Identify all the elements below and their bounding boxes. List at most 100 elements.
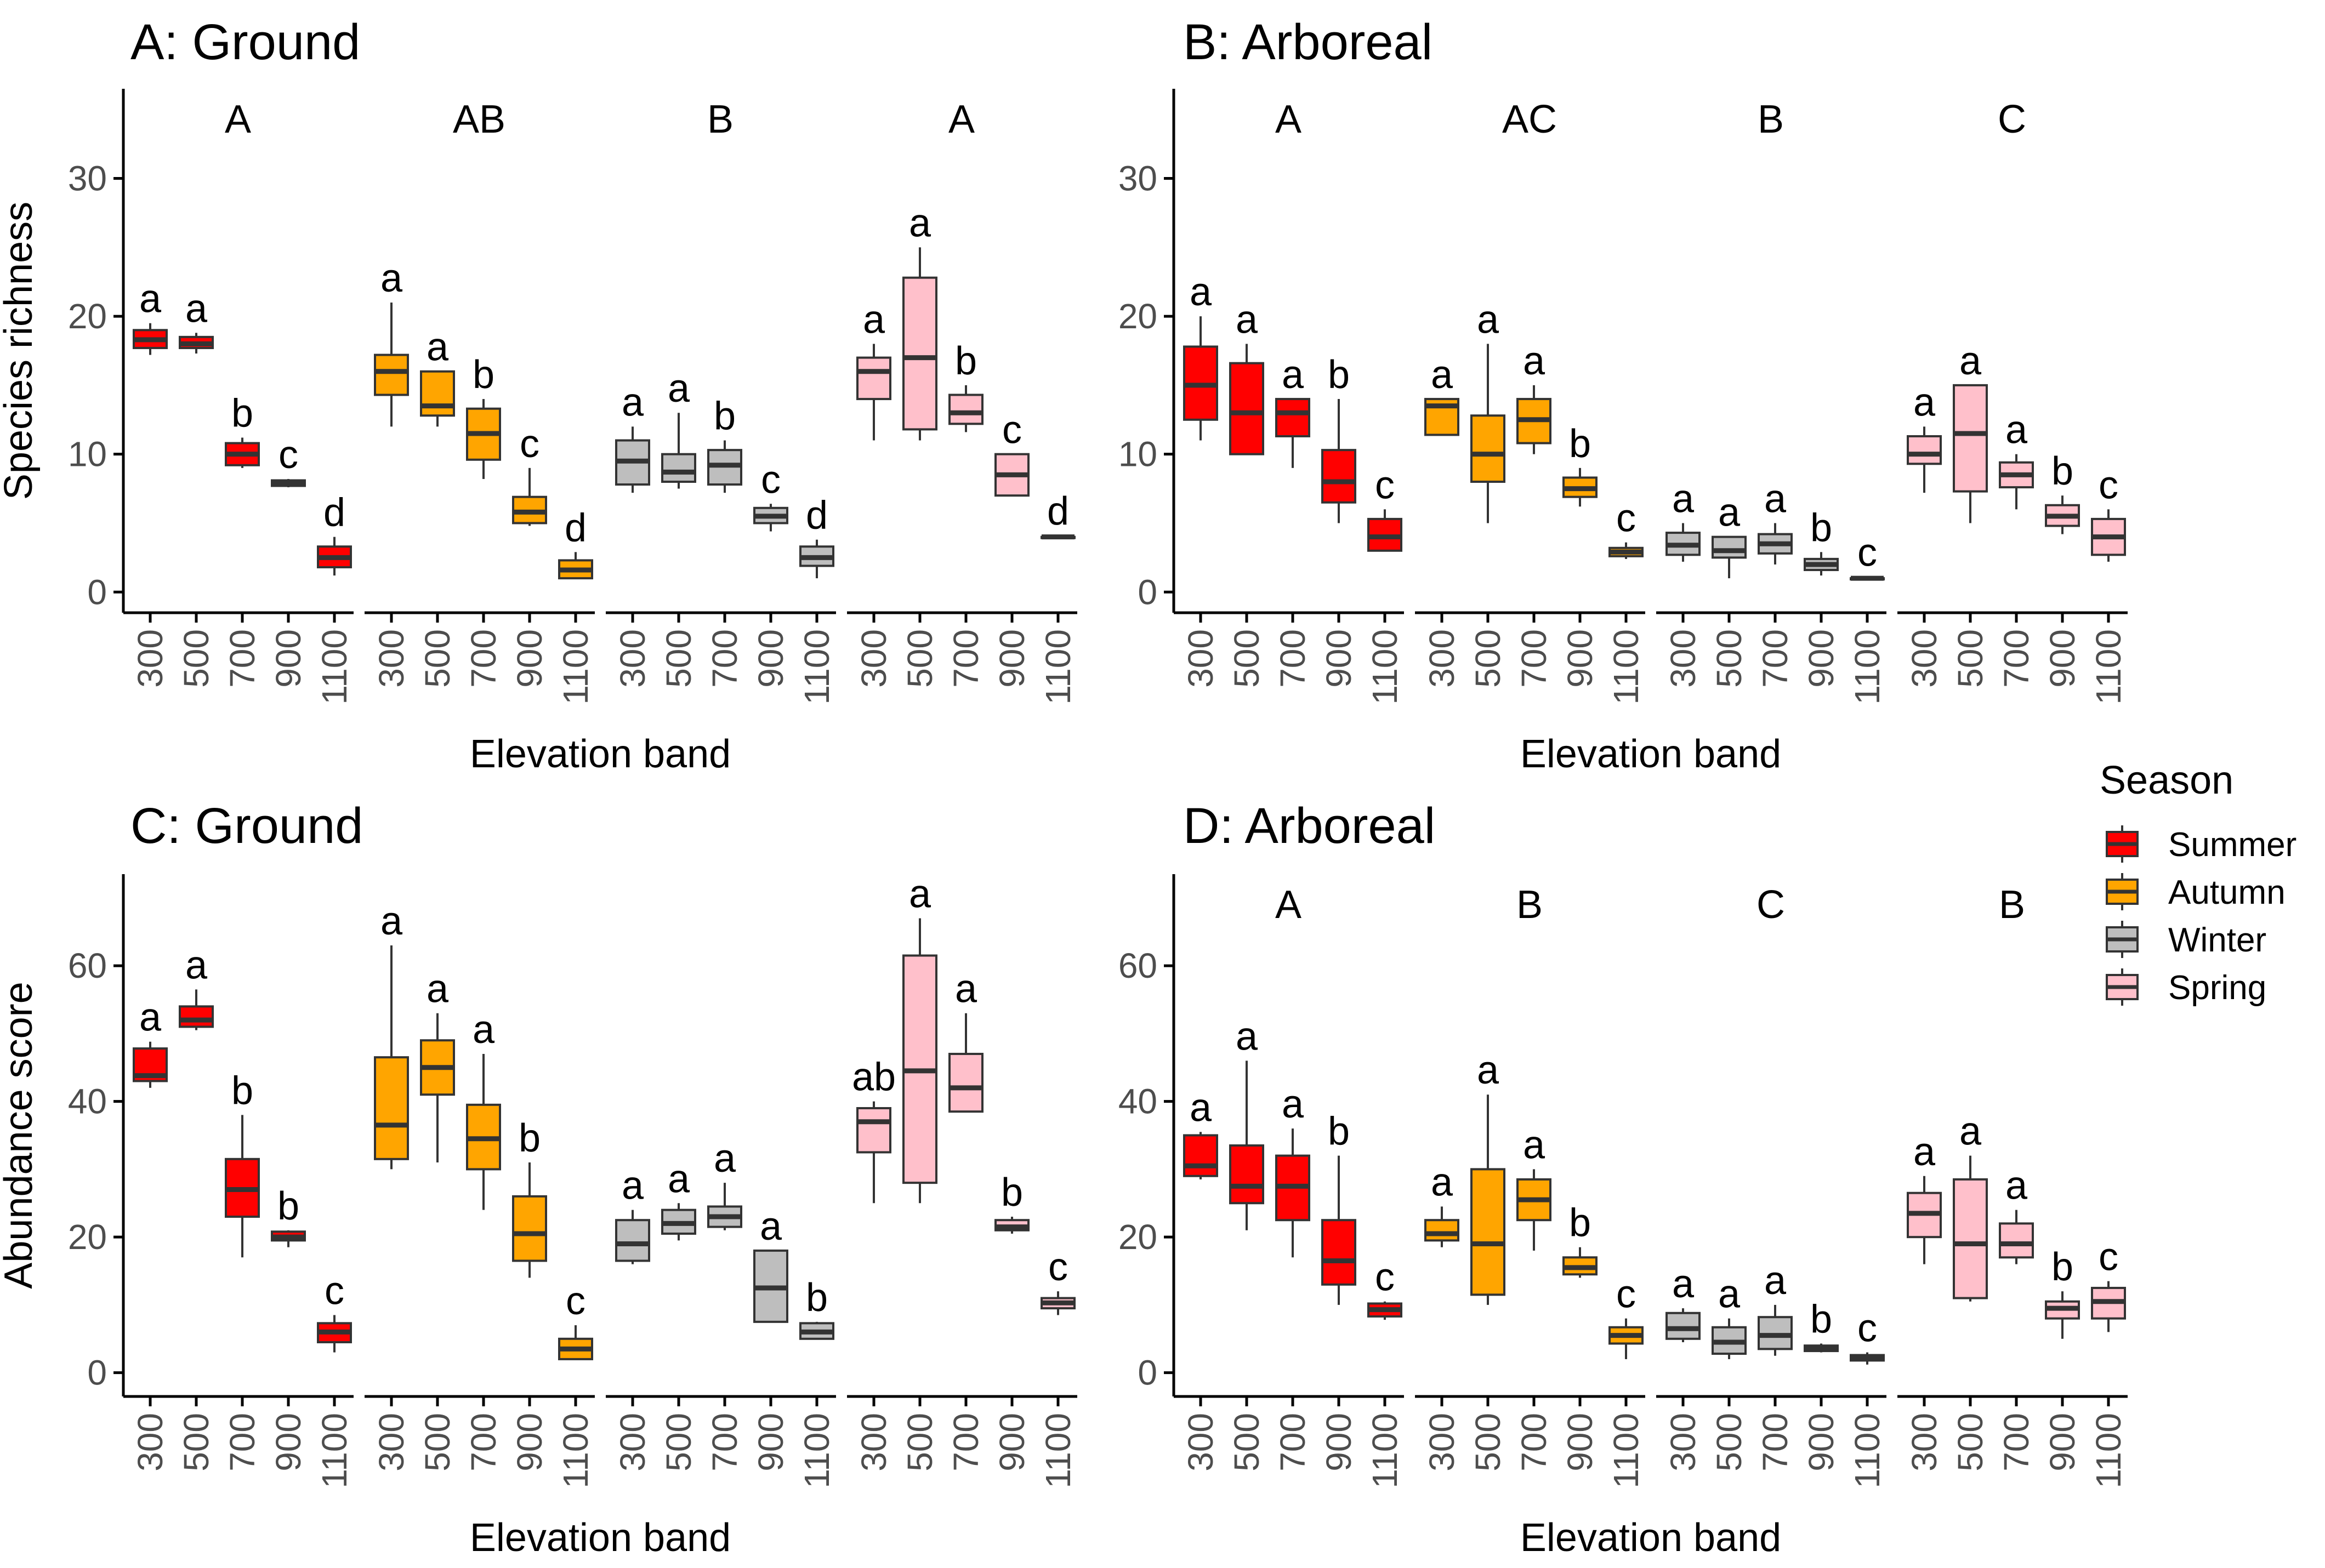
significance-letter: c xyxy=(520,422,539,466)
significance-letter: c xyxy=(1857,531,1877,575)
box-700: 700 a xyxy=(1273,353,1312,688)
x-tick-label: 1100 xyxy=(315,1413,354,1489)
significance-letter: c xyxy=(1375,1256,1395,1299)
facet-winter: B 300 a 500 a 700 a 900 b 1100 c xyxy=(1656,98,1887,705)
box-700: 700 a xyxy=(705,1137,744,1472)
x-tick-label: 500 xyxy=(659,1413,698,1472)
facet-group-letter: B xyxy=(1758,98,1784,141)
x-tick-label: 300 xyxy=(1422,629,1462,688)
facet-autumn: 300 a 500 a 700 a 900 b 1100 c xyxy=(365,899,595,1489)
x-tick-label: 900 xyxy=(1319,1413,1358,1472)
box-300: 300 a xyxy=(1422,353,1462,688)
panel-title: D: Arboreal xyxy=(1183,798,1435,854)
box-body xyxy=(1470,414,1505,483)
y-tick-label: 10 xyxy=(1118,435,1157,474)
x-tick-label: 300 xyxy=(1422,1413,1462,1472)
box-body xyxy=(1321,449,1356,504)
x-axis-title: Elevation band xyxy=(470,1516,731,1560)
x-tick-label: 700 xyxy=(1514,1413,1554,1472)
box-body xyxy=(856,356,891,401)
facet-autumn: AC 300 a 500 a 700 a 900 b 1100 c xyxy=(1415,98,1646,705)
significance-letter: a xyxy=(760,1205,782,1248)
box-500: 500 a xyxy=(1468,298,1508,687)
y-tick-label: 20 xyxy=(1118,1217,1157,1257)
box-300: 300 a xyxy=(1663,477,1703,687)
box-700: 700 b xyxy=(223,391,262,687)
x-tick-label: 900 xyxy=(1560,1413,1600,1472)
facet-summer: A 300 a 500 a 700 b 900 c 1100 d xyxy=(123,98,354,705)
legend-label: Spring xyxy=(2168,969,2266,1007)
facet-spring: 300 ab 500 a 700 a 900 b 1100 c xyxy=(847,872,1078,1489)
x-tick-label: 500 xyxy=(1709,629,1749,688)
y-tick-label: 0 xyxy=(87,1353,107,1393)
x-tick-label: 300 xyxy=(1181,1413,1220,1472)
box-body xyxy=(374,353,409,396)
x-tick-label: 300 xyxy=(372,1413,411,1472)
box-900: 900 b xyxy=(992,1171,1032,1472)
significance-letter: c xyxy=(1375,463,1395,507)
box-300: 300 a xyxy=(372,256,411,688)
box-body xyxy=(902,276,937,431)
significance-letter: b xyxy=(473,353,494,397)
facet-group-letter: AC xyxy=(1502,98,1557,141)
facet-group-letter: C xyxy=(1756,883,1785,927)
significance-letter: c xyxy=(1616,497,1636,540)
box-900: 900 b xyxy=(510,1116,549,1472)
box-1100: 1100 c xyxy=(1365,1256,1405,1489)
y-tick-label: 20 xyxy=(68,297,107,336)
box-1100: 1100 d xyxy=(1038,489,1078,705)
x-tick-label: 700 xyxy=(705,629,744,688)
box-300: 300 a xyxy=(1905,1130,1944,1472)
x-tick-label: 700 xyxy=(1273,1413,1312,1472)
significance-letter: b xyxy=(231,391,253,435)
box-700: 700 b xyxy=(705,395,744,688)
significance-letter: a xyxy=(668,1157,690,1201)
box-300: 300 a xyxy=(854,298,894,687)
significance-letter: c xyxy=(566,1279,585,1323)
significance-letter: d xyxy=(806,494,828,538)
x-tick-label: 300 xyxy=(1181,629,1220,688)
y-tick-label: 30 xyxy=(68,159,107,198)
significance-letter: a xyxy=(1764,477,1787,521)
significance-letter: a xyxy=(1236,1014,1258,1058)
box-1100: 1100 c xyxy=(2089,463,2128,704)
box-1100: 1100 c xyxy=(556,1279,595,1489)
significance-letter: b xyxy=(714,395,736,438)
significance-letter: a xyxy=(1282,1082,1304,1126)
facet-spring: C 300 a 500 a 700 a 900 b 1100 c xyxy=(1897,98,2128,705)
y-tick-label: 30 xyxy=(1118,159,1157,198)
box-500: 500 a xyxy=(1951,1110,1990,1472)
significance-letter: a xyxy=(185,943,208,987)
significance-letter: b xyxy=(1569,422,1591,466)
x-tick-label: 300 xyxy=(1905,629,1944,688)
y-tick-label: 40 xyxy=(1118,1082,1157,1121)
facet-summer: A 300 a 500 a 700 a 900 b 1100 c xyxy=(1174,98,1405,705)
x-tick-label: 300 xyxy=(854,1413,894,1472)
box-900: 900 b xyxy=(2043,449,2082,688)
box-700: 700 a xyxy=(1755,477,1795,687)
x-tick-label: 1100 xyxy=(1606,629,1646,705)
box-1100: 1100 c xyxy=(2089,1235,2128,1489)
significance-letter: a xyxy=(1523,1123,1545,1167)
significance-letter: d xyxy=(323,491,345,535)
x-tick-label: 900 xyxy=(751,1413,791,1472)
box-900: 900 b xyxy=(1319,1110,1358,1472)
significance-letter: a xyxy=(1718,1273,1741,1316)
box-body xyxy=(1999,1222,2034,1259)
x-tick-label: 1100 xyxy=(1365,629,1405,705)
significance-letter: a xyxy=(1431,353,1453,397)
box-body xyxy=(1907,435,1942,465)
box-300: 300 a xyxy=(1905,380,1944,687)
significance-letter: a xyxy=(1477,1048,1499,1092)
significance-letter: a xyxy=(1672,477,1695,521)
box-700: 700 a xyxy=(1755,1259,1795,1472)
x-tick-label: 500 xyxy=(418,629,457,688)
facet-group-letter: A xyxy=(1275,883,1301,927)
box-700: 700 a xyxy=(1273,1082,1312,1472)
box-900: 900 b xyxy=(1801,1297,1841,1471)
legend-title: Season xyxy=(2100,759,2233,802)
box-500: 500 a xyxy=(1227,298,1266,687)
significance-letter: a xyxy=(1913,1130,1936,1174)
significance-letter: b xyxy=(277,1184,299,1228)
